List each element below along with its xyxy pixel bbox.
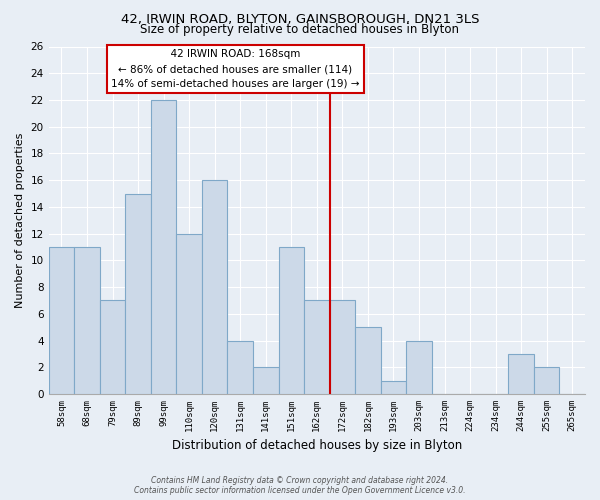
Text: 42 IRWIN ROAD: 168sqm  
← 86% of detached houses are smaller (114)
14% of semi-d: 42 IRWIN ROAD: 168sqm ← 86% of detached … [111, 50, 359, 89]
Bar [508, 354, 534, 394]
Bar [304, 300, 329, 394]
Bar [355, 327, 380, 394]
X-axis label: Distribution of detached houses by size in Blyton: Distribution of detached houses by size … [172, 440, 462, 452]
Bar [176, 234, 202, 394]
Text: 42, IRWIN ROAD, BLYTON, GAINSBOROUGH, DN21 3LS: 42, IRWIN ROAD, BLYTON, GAINSBOROUGH, DN… [121, 12, 479, 26]
Y-axis label: Number of detached properties: Number of detached properties [15, 132, 25, 308]
Bar [74, 247, 100, 394]
Bar [329, 300, 355, 394]
Bar [100, 300, 125, 394]
Bar [151, 100, 176, 394]
Bar [406, 340, 432, 394]
Text: Size of property relative to detached houses in Blyton: Size of property relative to detached ho… [140, 22, 460, 36]
Bar [534, 368, 559, 394]
Bar [380, 380, 406, 394]
Bar [49, 247, 74, 394]
Bar [125, 194, 151, 394]
Bar [202, 180, 227, 394]
Text: Contains HM Land Registry data © Crown copyright and database right 2024.
Contai: Contains HM Land Registry data © Crown c… [134, 476, 466, 495]
Bar [278, 247, 304, 394]
Bar [253, 368, 278, 394]
Bar [227, 340, 253, 394]
